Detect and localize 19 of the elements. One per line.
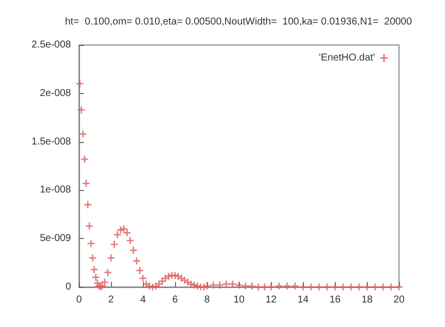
x-tick-label: 10 (233, 294, 245, 306)
x-tick-label: 4 (140, 294, 146, 306)
x-tick-label: 16 (329, 294, 341, 306)
x-tick-label: 0 (76, 294, 82, 306)
y-tick-label: 5e-009 (40, 233, 72, 244)
x-tick-label: 6 (172, 294, 178, 306)
x-tick-label: 14 (297, 294, 309, 306)
x-tick-label: 20 (393, 294, 405, 306)
chart-title: ht= 0.100,om= 0.010,eta= 0.00500,NoutWidth= 100,ka= 0.01936,N1= 20000 (65, 16, 412, 28)
legend-label: 'EnetHO.dat' (318, 52, 376, 64)
y-tick-label: 2.5e-008 (32, 40, 72, 50)
y-tick-label: 1.5e-008 (32, 136, 72, 148)
x-tick-label: 18 (361, 294, 373, 306)
x-tick-label: 8 (204, 294, 210, 306)
y-tick-label: 2e-008 (40, 88, 72, 99)
y-tick-label: 0 (65, 282, 72, 292)
x-tick-label: 2 (108, 294, 114, 306)
x-tick-label: 12 (265, 294, 277, 306)
y-tick-label: 1e-008 (40, 184, 72, 196)
